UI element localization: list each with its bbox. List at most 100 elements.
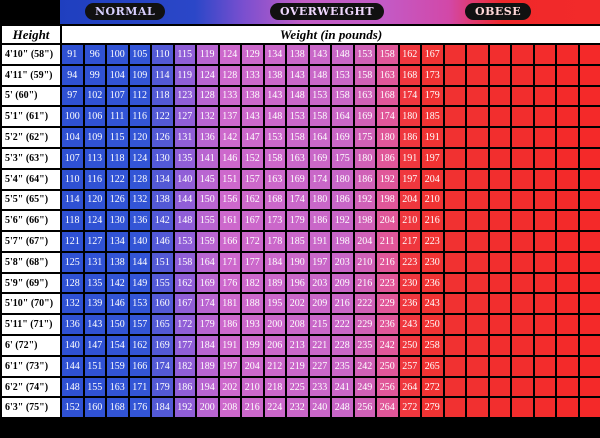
weight-cell: 158 [264, 148, 285, 168]
weight-cell: 145 [197, 169, 218, 189]
weight-cell: 119 [174, 65, 195, 85]
weight-cell: 175 [332, 148, 353, 168]
weight-cell: 155 [152, 273, 173, 293]
weight-cell [512, 128, 533, 147]
weight-cell [512, 107, 533, 127]
weight-cell: 127 [84, 232, 105, 251]
weight-cell: 137 [219, 107, 240, 127]
weight-cell: 198 [332, 232, 353, 251]
weight-cell [557, 252, 578, 272]
weight-cell [557, 65, 578, 85]
weight-cell: 128 [219, 65, 240, 85]
weight-cell: 191 [219, 336, 240, 355]
weight-cell: 134 [107, 232, 128, 251]
weight-cell [579, 356, 600, 376]
weight-cell: 143 [84, 315, 105, 335]
weight-cell: 211 [377, 232, 398, 251]
weight-cell [512, 232, 533, 251]
weight-cell [444, 294, 465, 314]
weight-cell: 153 [264, 128, 285, 147]
weight-cell: 104 [107, 65, 128, 85]
weight-cell: 180 [332, 169, 353, 189]
weight-cell [467, 252, 488, 272]
weight-cell: 258 [422, 336, 443, 355]
weight-cell [534, 377, 555, 397]
weight-cell: 132 [197, 107, 218, 127]
weight-cell: 140 [62, 336, 83, 355]
weight-cell: 100 [62, 107, 83, 127]
weight-cell: 152 [242, 148, 263, 168]
weight-cell [489, 107, 510, 127]
weight-cell: 169 [332, 128, 353, 147]
weight-cell [534, 65, 555, 85]
weight-cell: 119 [197, 45, 218, 64]
weight-cell: 243 [399, 315, 420, 335]
weight-cell: 158 [174, 252, 195, 272]
weight-cell [444, 336, 465, 355]
height-label: 4'11" (59") [2, 65, 60, 85]
weight-cell: 174 [152, 356, 173, 376]
weight-cell: 91 [62, 45, 83, 64]
weight-cell: 210 [399, 211, 420, 231]
weight-cell: 176 [219, 273, 240, 293]
height-label: 5'4" (64") [2, 169, 60, 189]
weight-cell [444, 356, 465, 376]
weight-cell: 235 [332, 356, 353, 376]
weight-cell [534, 232, 555, 251]
weight-cell [489, 252, 510, 272]
weight-cell: 256 [377, 377, 398, 397]
weight-cell [444, 377, 465, 397]
weight-cell: 198 [377, 190, 398, 210]
weight-cell: 167 [242, 211, 263, 231]
weight-cell: 180 [309, 190, 330, 210]
weight-cell: 124 [219, 45, 240, 64]
weight-cell: 217 [399, 232, 420, 251]
weight-cell [557, 377, 578, 397]
weight-cell: 206 [264, 336, 285, 355]
weight-cell: 177 [242, 252, 263, 272]
weight-cell: 186 [377, 148, 398, 168]
weight-cell: 144 [62, 356, 83, 376]
weight-cell: 157 [242, 169, 263, 189]
weight-cell: 138 [287, 45, 308, 64]
weight-cell: 154 [107, 336, 128, 355]
height-label: 6'2" (74") [2, 377, 60, 397]
weight-cell: 216 [422, 211, 443, 231]
weight-cell [557, 86, 578, 106]
weight-cell [444, 86, 465, 106]
weight-cell [534, 148, 555, 168]
weight-cell: 200 [264, 315, 285, 335]
weight-cell: 199 [242, 336, 263, 355]
weight-cell [557, 273, 578, 293]
weight-cell [512, 315, 533, 335]
weight-cell: 153 [287, 107, 308, 127]
height-label: 5'8" (68") [2, 252, 60, 272]
height-label: 6'3" (75") [2, 398, 60, 418]
weight-cell: 151 [152, 252, 173, 272]
weight-cell: 143 [242, 107, 263, 127]
weight-cell: 204 [422, 169, 443, 189]
weight-cell: 162 [242, 190, 263, 210]
weight-cell: 186 [354, 169, 375, 189]
weight-cell: 155 [197, 211, 218, 231]
weight-cell: 142 [219, 128, 240, 147]
weight-cell [467, 169, 488, 189]
weight-cell: 158 [287, 128, 308, 147]
weight-cell: 191 [422, 128, 443, 147]
weight-cell: 174 [309, 169, 330, 189]
weight-cell [444, 128, 465, 147]
weight-cell: 111 [107, 107, 128, 127]
weight-cell: 175 [354, 128, 375, 147]
weight-cell [557, 232, 578, 251]
weight-cell [444, 398, 465, 418]
weight-cell: 124 [129, 148, 150, 168]
weight-cell: 172 [174, 315, 195, 335]
weight-cell [489, 128, 510, 147]
weight-cell: 166 [129, 356, 150, 376]
weight-cell: 136 [129, 211, 150, 231]
height-label: 5'11" (71") [2, 315, 60, 335]
height-label: 5'3" (63") [2, 148, 60, 168]
height-label: 5'10" (70") [2, 294, 60, 314]
weight-cell: 131 [84, 252, 105, 272]
weight-cell: 168 [264, 190, 285, 210]
